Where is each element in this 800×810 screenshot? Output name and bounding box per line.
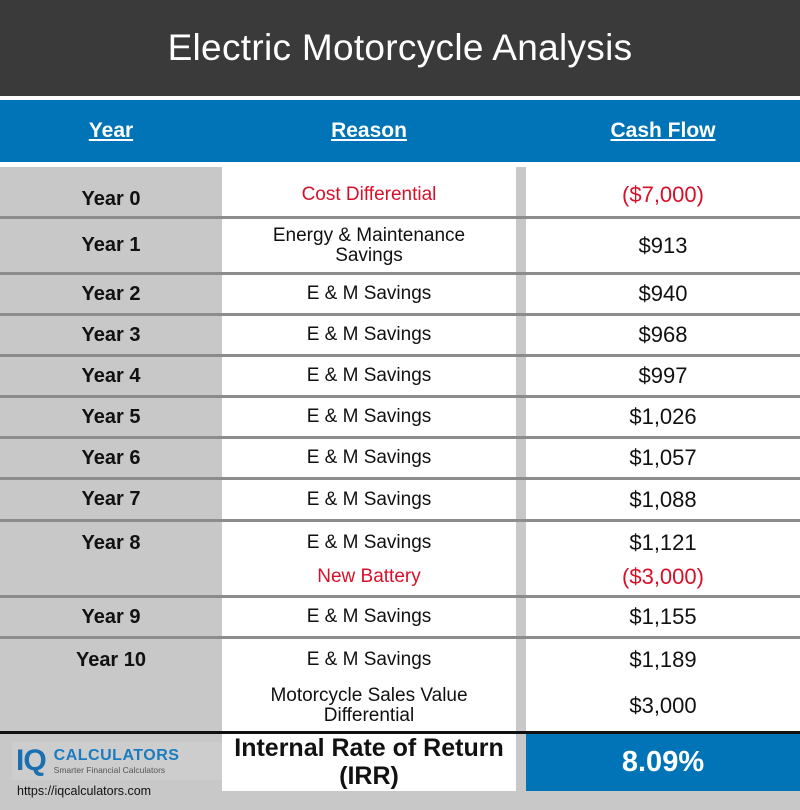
irr-value: 8.09% — [526, 734, 800, 791]
reason-cell: E & M Savings — [306, 488, 432, 510]
total-divider — [0, 731, 800, 734]
year-cell: Year 0 — [81, 187, 141, 210]
bottom-band — [0, 791, 800, 810]
year-cell: Year 6 — [81, 446, 141, 469]
row-divider — [0, 272, 800, 275]
year-cell: Year 5 — [81, 405, 141, 428]
reason-cell: E & M Savings — [306, 649, 432, 671]
reason-cell-extra: Motorcycle Sales Value Differential — [270, 685, 468, 726]
reason-cell: E & M Savings — [306, 447, 432, 469]
reason-cell: E & M Savings — [306, 406, 432, 428]
row-divider — [0, 395, 800, 398]
reason-cell: E & M Savings — [306, 532, 432, 554]
reason-cell: Energy & Maintenance Savings — [272, 225, 466, 266]
page-title: Electric Motorcycle Analysis — [0, 0, 800, 96]
cash-flow-cell: $1,121 — [629, 530, 697, 556]
cash-flow-cell: $940 — [638, 281, 688, 307]
cash-flow-cell: $1,155 — [629, 604, 697, 630]
logo-name: CALCULATORS — [53, 746, 180, 764]
year-cell: Year 1 — [81, 234, 141, 256]
cash-flow-cell: $913 — [638, 232, 688, 258]
cash-flow-cell: $997 — [638, 363, 688, 389]
cash-flow-cell: $1,057 — [629, 445, 697, 471]
reason-cell-extra: New Battery — [317, 566, 421, 588]
row-divider — [0, 216, 800, 219]
row-divider — [0, 477, 800, 480]
logo-mark: IQ — [16, 744, 47, 777]
row-divider — [0, 636, 800, 639]
website-url: https://iqcalculators.com — [17, 784, 152, 798]
row-divider — [0, 313, 800, 316]
year-cell: Year 7 — [81, 488, 141, 510]
row-divider — [0, 354, 800, 357]
year-cell: Year 3 — [81, 323, 141, 346]
reason-cell: E & M Savings — [306, 283, 432, 305]
column-header-cash-flow: Cash Flow — [610, 119, 716, 142]
row-divider — [0, 436, 800, 439]
reason-cell: E & M Savings — [306, 365, 432, 387]
cash-flow-cell: ($7,000) — [622, 182, 704, 208]
cash-flow-cell-extra: $3,000 — [629, 693, 697, 719]
year-cell: Year 2 — [81, 282, 141, 305]
logo-tagline: Smarter Financial Calculators — [53, 764, 166, 775]
iq-calculators-logo: IQ CALCULATORS Smarter Financial Calcula… — [12, 742, 222, 780]
cash-flow-cell: $1,189 — [629, 647, 697, 673]
cash-flow-cell: $1,088 — [629, 486, 697, 512]
irr-label: Internal Rate of Return (IRR) — [222, 734, 516, 791]
table-header: Year Reason Cash Flow — [0, 100, 800, 162]
reason-cell: Cost Differential — [301, 184, 437, 206]
column-divider — [516, 167, 526, 810]
year-cell: Year 9 — [81, 605, 141, 628]
cash-flow-cell-extra: ($3,000) — [622, 564, 704, 590]
column-header-year: Year — [88, 119, 134, 142]
row-divider — [0, 595, 800, 598]
year-cell: Year 10 — [75, 648, 147, 671]
cash-flow-cell: $968 — [638, 322, 688, 348]
row-divider — [0, 519, 800, 522]
year-cell: Year 8 — [81, 531, 141, 554]
reason-cell: E & M Savings — [306, 606, 432, 628]
column-header-reason: Reason — [331, 119, 407, 142]
reason-cell: E & M Savings — [306, 324, 432, 346]
cash-flow-cell: $1,026 — [629, 404, 697, 430]
year-cell: Year 4 — [81, 364, 141, 387]
